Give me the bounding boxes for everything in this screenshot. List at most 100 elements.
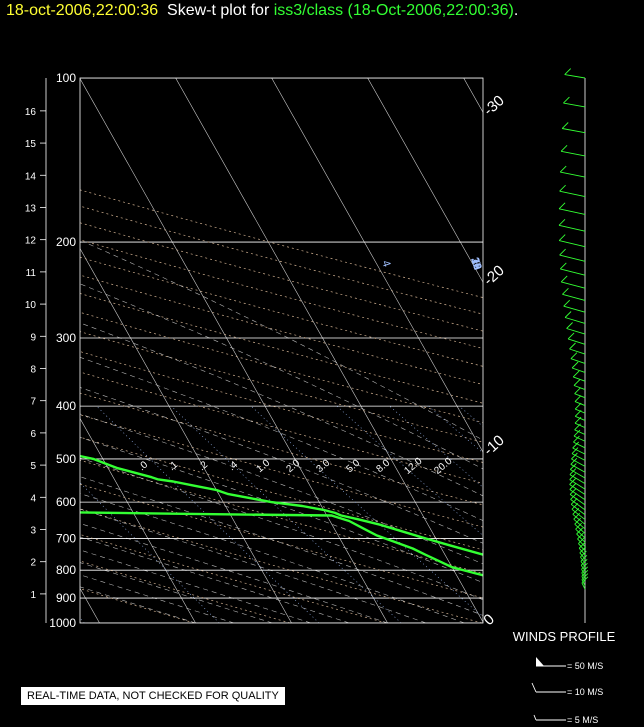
mixing-ratio-line — [389, 405, 483, 488]
wind-barb — [563, 305, 586, 313]
winds-legend-item: = 50 M/S — [567, 661, 603, 671]
wind-barb — [574, 393, 586, 399]
wind-barb-flag — [574, 423, 581, 431]
dry-adiabat-273 — [80, 508, 483, 623]
mixing-ratio-value-label: 1.0 — [255, 457, 273, 475]
wind-barb-flag — [581, 573, 589, 580]
wind-barb-flag — [558, 218, 566, 226]
pressure-tick-label: 500 — [56, 452, 76, 466]
height-tick-label: 7 — [30, 397, 36, 408]
moist-adiabat — [80, 457, 483, 601]
wind-barb — [573, 376, 586, 382]
wind-barb — [564, 74, 586, 79]
wind-barb — [574, 401, 586, 406]
right-temperature-label: -30 — [480, 92, 507, 119]
mixing-ratio-value-label: 8.0 — [375, 457, 393, 475]
wind-barb — [581, 582, 586, 590]
wind-barb — [570, 499, 586, 511]
wind-barb — [569, 474, 586, 485]
winds-legend-item: = 10 M/S — [567, 687, 603, 697]
title-source: iss3/class (18-Oct-2006,22:00:36) — [273, 2, 514, 19]
wind-barb-flag — [567, 332, 575, 340]
mixing-ratio-label: 20 — [468, 256, 483, 271]
height-tick-label: 13 — [25, 203, 37, 214]
wind-barb — [581, 579, 586, 586]
wind-barb-flag — [561, 122, 569, 129]
wind-barb — [569, 484, 586, 495]
mixing-ratio-line — [250, 405, 483, 618]
wind-barb-flag — [558, 234, 566, 241]
wind-barb-flag — [570, 457, 578, 465]
moist-adiabat — [80, 413, 483, 565]
pressure-tick-label: 400 — [56, 399, 76, 413]
wind-barb-flag — [570, 493, 577, 500]
legend-barb-flag — [536, 657, 544, 666]
wind-barb-flag — [564, 68, 572, 75]
isotherm-line — [560, 78, 644, 623]
wind-barb-flag — [559, 184, 566, 192]
wind-barb — [562, 128, 586, 134]
isotherm-line — [367, 78, 483, 283]
isotherm-line — [80, 247, 292, 623]
wind-barb — [574, 523, 586, 534]
dry-adiabat-343 — [80, 351, 483, 463]
wind-barb-flag — [569, 463, 577, 470]
wind-barb-flag — [581, 576, 589, 584]
wind-barb — [564, 317, 586, 324]
dry-adiabat-423 — [80, 205, 483, 315]
wind-barb — [570, 469, 586, 479]
isotherm-line — [80, 78, 388, 623]
wind-barb-flag — [569, 342, 576, 350]
quality-disclaimer: REAL-TIME DATA, NOT CHECKED FOR QUALITY — [21, 687, 285, 705]
wind-barb-flag — [573, 379, 581, 386]
dry-adiabat-363 — [80, 311, 483, 423]
legend-barb-half — [533, 714, 537, 721]
mixing-ratio-value-label: .2 — [197, 459, 211, 473]
pressure-tick-label: 200 — [56, 235, 76, 249]
moist-adiabat — [80, 562, 273, 623]
title-label: Skew-t plot for — [158, 2, 274, 19]
wind-barb-flag — [563, 96, 570, 104]
moist-adiabat — [80, 536, 350, 623]
dewpoint-trace — [80, 511, 483, 577]
pressure-tick-label: 600 — [56, 495, 76, 509]
height-tick-label: 11 — [26, 268, 37, 279]
isotherm-line — [0, 78, 4, 623]
pressure-tick-label: 300 — [56, 331, 76, 345]
mixing-ratio-value-label: 3.0 — [315, 457, 333, 475]
wind-barb — [575, 528, 586, 539]
mixing-ratio-line — [428, 405, 483, 454]
wind-barb-flag — [573, 512, 581, 520]
mixing-ratio-label: 32 — [468, 256, 483, 271]
wind-barb-flag — [573, 435, 580, 443]
height-tick-label: 10 — [25, 300, 37, 311]
dry-adiabat-413 — [80, 222, 483, 332]
dry-adiabat-243 — [80, 588, 195, 623]
wind-barb-flag — [574, 409, 582, 417]
wind-barb — [577, 538, 586, 547]
wind-barb-flag — [578, 537, 585, 544]
pressure-tick-label: 900 — [56, 591, 76, 605]
winds-legend-item: = 5 M/S — [567, 715, 598, 725]
dry-adiabat-433 — [80, 189, 483, 298]
mixing-ratio-line — [170, 405, 402, 623]
wind-barb — [574, 422, 586, 429]
mixing-ratio-label: 4 — [379, 259, 392, 269]
wind-barb-flag — [564, 311, 572, 318]
height-tick-label: 12 — [25, 236, 37, 247]
wind-barb — [573, 441, 586, 449]
mixing-ratio-label: 12 — [468, 256, 483, 271]
height-tick-label: 8 — [30, 364, 36, 375]
wind-barb-flag — [571, 452, 578, 460]
wind-barb — [560, 171, 586, 178]
dry-adiabat-303 — [80, 436, 483, 551]
wind-barb — [566, 328, 586, 335]
wind-barb-flag — [575, 522, 582, 530]
wind-barb — [574, 429, 586, 435]
wind-barb — [559, 254, 586, 262]
wind-barb — [571, 367, 586, 373]
isotherm-line — [271, 78, 483, 453]
wind-barb-flag — [577, 532, 584, 540]
wind-barb — [578, 543, 586, 552]
wind-barb-flag — [580, 550, 587, 558]
